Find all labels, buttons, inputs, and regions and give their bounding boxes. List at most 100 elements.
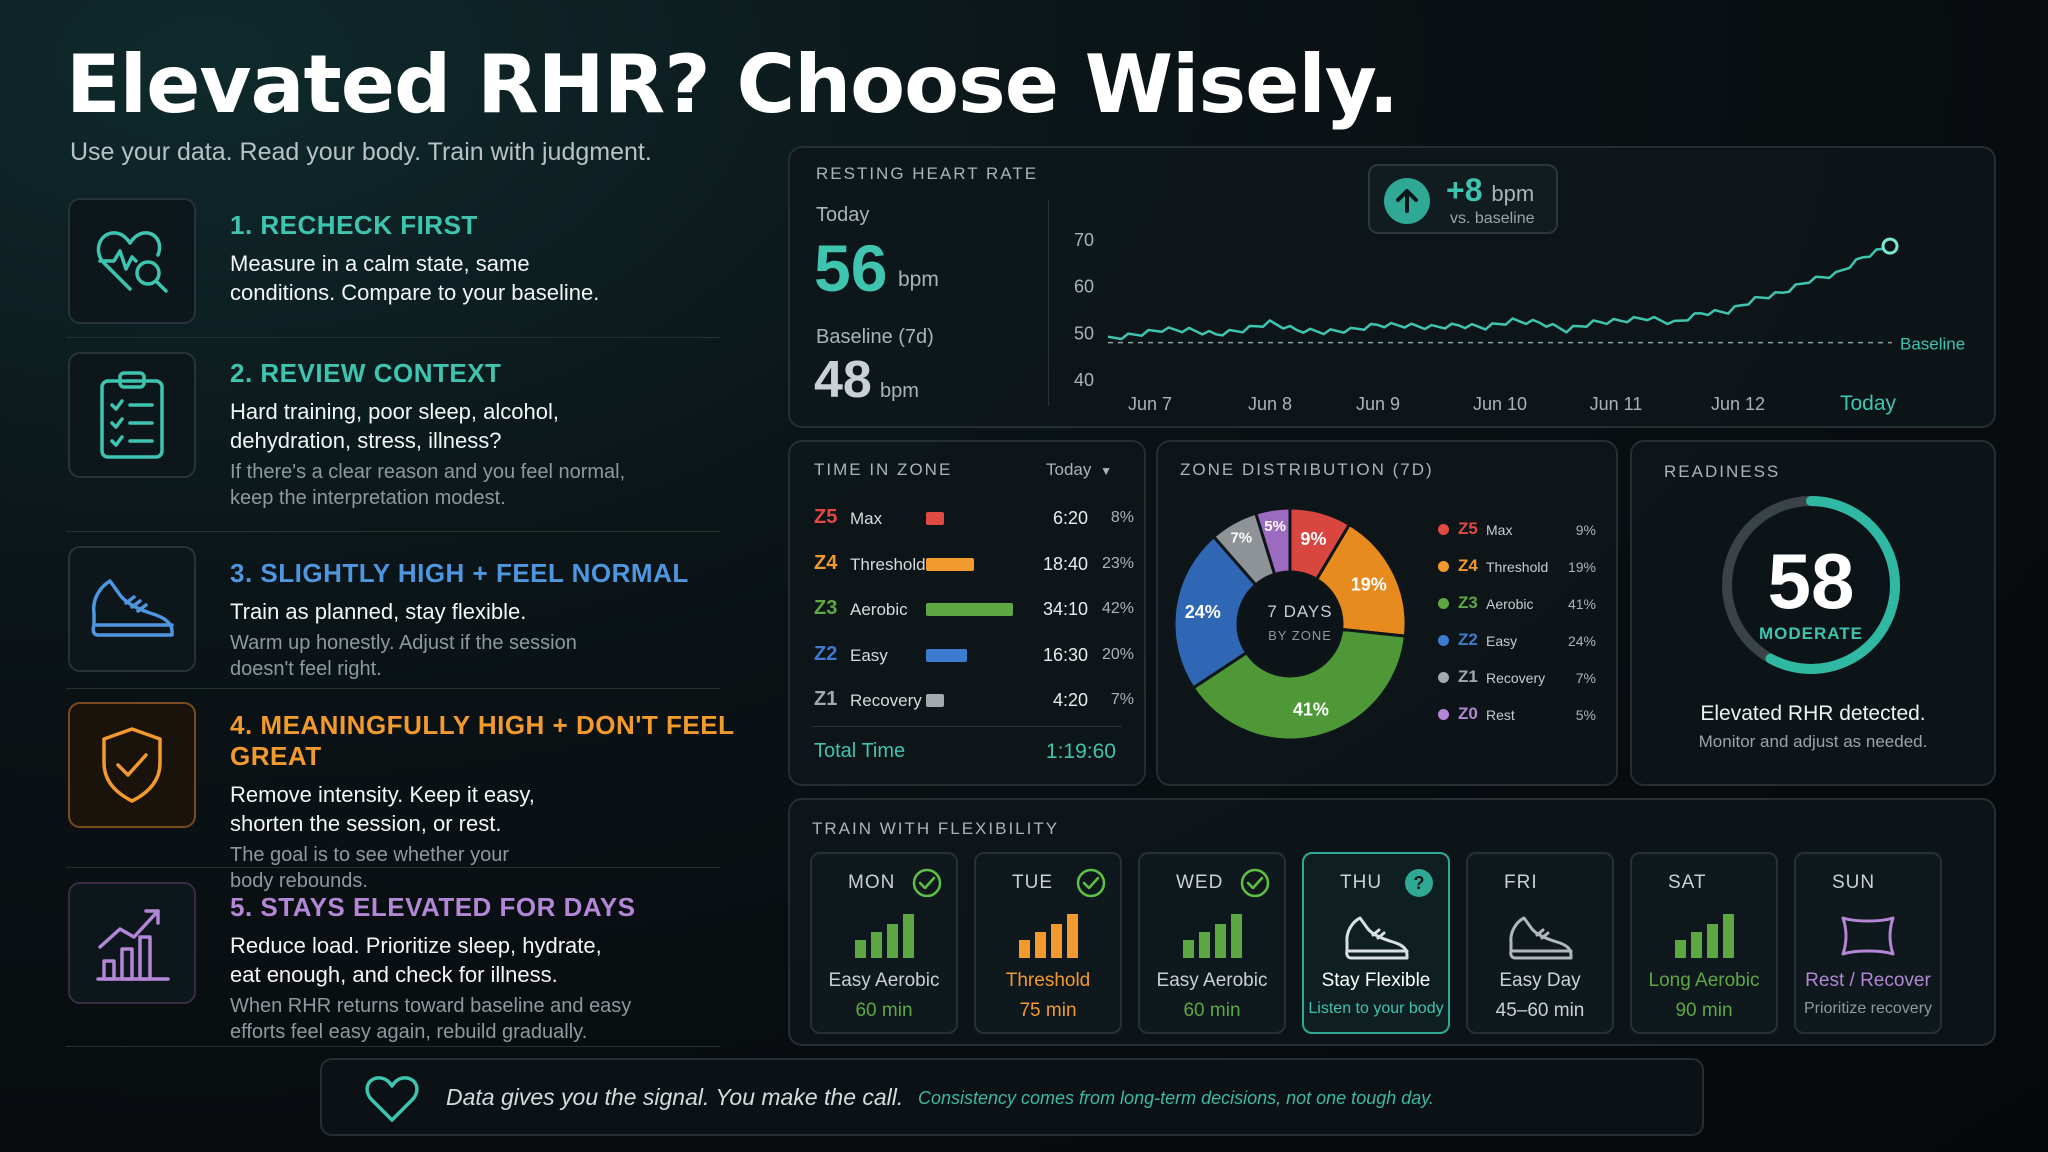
zone-pct: 42% — [1101, 600, 1134, 617]
step-main-line: Train as planned, stay flexible. — [230, 599, 527, 624]
rhr-label: RESTING HEART RATE — [816, 164, 1039, 183]
donut-slice-label: 24% — [1185, 602, 1221, 622]
zone-code: Z3 — [814, 597, 838, 619]
legend-dot — [1438, 635, 1449, 646]
x-tick-label: Jun 12 — [1711, 394, 1765, 414]
day-card-tue[interactable]: TUE Threshold 75 min — [974, 852, 1122, 1034]
svg-text:?: ? — [1414, 873, 1425, 893]
bar-levels-icon — [1140, 906, 1284, 966]
zone-row: Z5 Max 6:20 8% — [814, 506, 1134, 536]
day-card-mon[interactable]: MON Easy Aerobic 60 min — [810, 852, 958, 1034]
step-main-line: eat enough, and check for illness. — [230, 962, 558, 987]
legend-name: Threshold — [1486, 559, 1549, 575]
page-title: Elevated RHR? Choose Wisely. — [66, 38, 1399, 131]
donut-slice-label: 19% — [1351, 575, 1387, 595]
x-tick-label: Today — [1840, 392, 1897, 415]
readiness-label: READINESS — [1664, 462, 1781, 481]
step-note-line: If there's a clear reason and you feel n… — [230, 461, 626, 483]
day-card-sat[interactable]: SAT Long Aerobic 90 min — [1630, 852, 1778, 1034]
zone-pct: 8% — [1110, 509, 1134, 526]
zone-bar — [926, 557, 974, 571]
legend-pct: 5% — [1575, 707, 1596, 723]
legend-name: Max — [1486, 522, 1513, 538]
day-card-sun[interactable]: SUN Rest / Recover Prioritize recovery — [1794, 852, 1942, 1034]
step-main-line: shorten the session, or rest. — [230, 811, 502, 836]
footer-banner: Data gives you the signal. You make the … — [320, 1058, 1704, 1136]
day-card-wed[interactable]: WED Easy Aerobic 60 min — [1138, 852, 1286, 1034]
heart-outline-icon — [364, 1074, 420, 1129]
legend-code: Z5 — [1458, 519, 1478, 538]
bar-levels-icon — [1632, 906, 1776, 966]
zone-bar — [926, 512, 944, 525]
page-subtitle: Use your data. Read your body. Train wit… — [70, 138, 652, 166]
legend-name: Easy — [1486, 633, 1518, 649]
day-name: MON — [848, 872, 896, 893]
legend-dot — [1438, 561, 1449, 572]
legend-code: Z0 — [1458, 704, 1478, 723]
day-duration: 60 min — [855, 1000, 913, 1021]
zone-bar — [926, 694, 944, 707]
rhr-today-label: Today — [816, 204, 870, 226]
baseline-label: Baseline — [1900, 335, 1965, 354]
tz-divider — [812, 726, 1122, 727]
running-shoe-icon — [1304, 906, 1448, 966]
time-in-zone-label: TIME IN ZONE — [814, 460, 953, 479]
day-duration: Prioritize recovery — [1803, 1000, 1933, 1017]
zone-name: Threshold — [850, 554, 926, 574]
day-duration: 45–60 min — [1495, 1000, 1585, 1021]
arrow-up-icon — [1384, 178, 1430, 224]
legend-item: Z0 Rest 5% — [1438, 703, 1596, 727]
day-activity: Stay Flexible — [1321, 970, 1431, 991]
zone-distribution-label: ZONE DISTRIBUTION (7D) — [1180, 460, 1434, 479]
x-tick-label: Jun 11 — [1590, 394, 1643, 414]
day-card-fri[interactable]: FRI Easy Day 45–60 min — [1466, 852, 1614, 1034]
chevron-down-icon: ▼ — [1100, 464, 1112, 478]
day-duration: 90 min — [1675, 1000, 1733, 1021]
legend-dot — [1438, 709, 1449, 720]
rhr-delta-badge: +8 bpm vs. baseline — [1368, 164, 1558, 234]
zone-pct: 23% — [1101, 554, 1134, 572]
x-tick-label: Jun 8 — [1248, 394, 1292, 414]
y-tick-label: 70 — [1074, 230, 1094, 250]
donut-slice-label: 41% — [1293, 699, 1329, 719]
legend-pct: 9% — [1575, 522, 1596, 538]
clipboard-checklist-icon — [68, 352, 196, 478]
day-name: SAT — [1668, 872, 1707, 893]
zone-name: Easy — [850, 645, 888, 665]
legend-dot — [1438, 524, 1449, 535]
zone-row: Z2 Easy 16:30 20% — [814, 643, 1134, 673]
step-note-line: body rebounds. — [230, 870, 368, 892]
legend-name: Aerobic — [1486, 596, 1534, 612]
step-divider — [66, 867, 720, 868]
step-heading: 1. RECHECK FIRST — [230, 210, 478, 240]
day-name: THU — [1340, 872, 1383, 893]
x-tick-label: Jun 7 — [1128, 394, 1172, 414]
zone-bar — [926, 648, 968, 662]
readiness-status: MODERATE — [1758, 624, 1863, 643]
running-shoe-icon — [1468, 906, 1612, 966]
zone-time: 18:40 — [1042, 553, 1088, 574]
readiness-score: 58 — [1767, 537, 1855, 625]
check-circle-icon — [1076, 868, 1106, 898]
step-note-line: Warm up honestly. Adjust if the session — [230, 632, 577, 654]
zone-code: Z5 — [814, 506, 838, 528]
step-note-line: efforts feel easy again, rebuild gradual… — [230, 1021, 588, 1043]
legend-code: Z2 — [1458, 630, 1478, 649]
legend-name: Recovery — [1486, 670, 1546, 686]
donut-hole — [1240, 574, 1340, 674]
step-main-line: Measure in a calm state, same — [230, 251, 530, 276]
day-name: FRI — [1504, 872, 1538, 893]
legend-pct: 41% — [1567, 596, 1596, 612]
day-activity: Easy Aerobic — [1156, 970, 1268, 991]
zone-time: 4:20 — [1052, 690, 1088, 710]
rhr-baseline-value: 48 — [814, 351, 872, 409]
time-in-zone-filter[interactable]: Today ▼ — [1046, 460, 1112, 480]
time-in-zone-filter-value: Today — [1046, 460, 1092, 479]
legend-dot — [1438, 672, 1449, 683]
step-note-line: keep the interpretation modest. — [230, 487, 506, 509]
readiness-line2: Monitor and adjust as needed. — [1698, 732, 1928, 751]
footer-quote: Data gives you the signal. You make the … — [446, 1084, 904, 1110]
day-card-thu[interactable]: THU? Stay Flexible Listen to your body — [1302, 852, 1450, 1034]
rhr-delta: +8 bpm — [1446, 172, 1534, 209]
readiness-gauge — [1722, 496, 1900, 674]
